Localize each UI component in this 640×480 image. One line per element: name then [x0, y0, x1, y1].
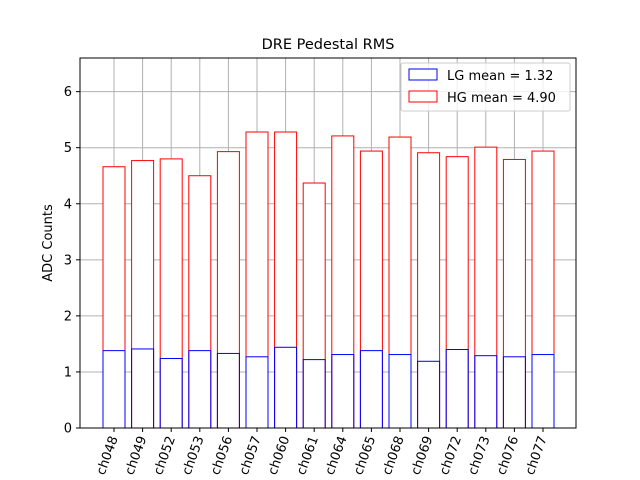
x-axis: ch048 ch049 ch052 ch053 ch056 ch057 ch060 ch061…	[94, 428, 551, 477]
bar-hg-ch064	[331, 135, 355, 429]
x-tick-label-ch049: ch049	[123, 434, 151, 477]
x-tick-label-ch077: ch077	[523, 434, 551, 477]
y-tick-label: 1	[64, 365, 72, 380]
bar-hg-ch053	[188, 175, 212, 429]
y-axis: 0 1 2 3 4 5 6	[64, 85, 80, 437]
x-tick-label-ch073: ch073	[466, 434, 494, 477]
x-tick-label-ch057: ch057	[237, 434, 265, 477]
bar-hg-ch072	[445, 156, 469, 429]
x-tick-label-ch065: ch065	[351, 434, 379, 477]
x-tick-label-ch048: ch048	[94, 434, 122, 477]
bars	[102, 131, 555, 429]
bar-hg-ch076	[502, 158, 526, 429]
x-tick-label-ch053: ch053	[180, 434, 208, 477]
y-tick-label: 6	[64, 85, 72, 100]
legend-label-hg: HG mean = 4.90	[447, 91, 556, 106]
x-tick-label-ch076: ch076	[494, 434, 522, 477]
legend-swatch-lg	[408, 68, 438, 81]
x-tick-label-ch069: ch069	[409, 434, 437, 477]
y-tick-label: 4	[64, 197, 72, 212]
bar-hg-ch048	[102, 166, 126, 429]
legend: LG mean = 1.32 HG mean = 4.90	[400, 62, 571, 112]
bar-hg-ch065	[359, 150, 383, 429]
y-tick-label: 3	[64, 253, 72, 268]
x-tick-label-ch064: ch064	[323, 434, 351, 477]
x-tick-label-ch072: ch072	[437, 434, 465, 477]
legend-swatch-hg	[408, 90, 438, 103]
bar-hg-ch073	[474, 146, 498, 429]
y-tick-label: 0	[64, 422, 72, 437]
grid-lines	[80, 58, 576, 429]
legend-label-lg: LG mean = 1.32	[447, 69, 553, 84]
x-tick-label-ch068: ch068	[380, 434, 408, 477]
bar-hg-ch052	[159, 158, 183, 429]
x-tick-label-ch052: ch052	[151, 434, 179, 477]
bar-hg-ch056	[216, 151, 240, 429]
bar-hg-ch069	[417, 152, 441, 429]
x-tick-label-ch061: ch061	[294, 434, 322, 477]
y-tick-label: 5	[64, 141, 72, 156]
y-axis-label: ADC Counts	[41, 204, 56, 282]
chart-title: DRE Pedestal RMS	[262, 37, 395, 53]
bar-hg-ch061	[302, 182, 326, 429]
x-tick-label-ch056: ch056	[208, 434, 236, 477]
bar-hg-ch068	[388, 136, 412, 429]
legend-box	[400, 62, 571, 112]
bar-hg-ch057	[245, 131, 269, 429]
x-tick-label-ch060: ch060	[266, 434, 294, 477]
bar-hg-ch077	[531, 150, 555, 429]
bar-hg-ch049	[131, 160, 155, 429]
plot-frame	[79, 57, 577, 429]
bar-hg-ch060	[274, 131, 298, 429]
y-tick-label: 2	[64, 309, 72, 324]
